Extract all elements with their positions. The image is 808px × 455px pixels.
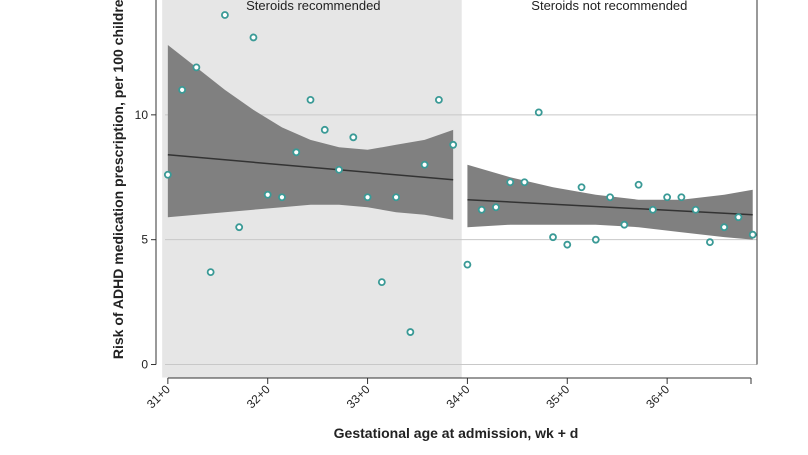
- fit-line: [167, 154, 454, 181]
- y-tick-label: 0: [141, 358, 148, 372]
- x-tick-label: 36+0: [643, 382, 672, 411]
- data-point: [534, 108, 543, 117]
- confidence-band: [167, 44, 454, 220]
- x-axis-title: Gestational age at admission, wk + d: [334, 425, 579, 441]
- fit-line-layer: [167, 154, 753, 216]
- data-point: [221, 11, 229, 19]
- data-point: [463, 260, 472, 269]
- data-point: [634, 180, 643, 189]
- data-point: [392, 193, 400, 202]
- data-point: [163, 170, 172, 179]
- data-point: [320, 125, 329, 134]
- data-point: [663, 193, 672, 202]
- data-point: [648, 205, 657, 214]
- data-point: [549, 233, 557, 242]
- data-point: [235, 223, 244, 232]
- data-point: [406, 328, 415, 336]
- x-tick-label: 35+0: [543, 382, 572, 411]
- region-label: Steroids not recommended: [531, 0, 687, 13]
- data-point: [506, 178, 515, 187]
- x-tick-label: 32+0: [244, 382, 273, 411]
- axes-layer: [151, 0, 758, 384]
- data-point: [734, 213, 743, 222]
- data-point: [206, 268, 215, 277]
- data-point: [577, 183, 586, 192]
- y-tick-label: 5: [141, 233, 148, 247]
- x-tick-label: 31+0: [144, 382, 173, 411]
- data-point: [477, 205, 486, 214]
- data-point: [263, 190, 272, 199]
- data-point: [363, 193, 372, 202]
- data-point: [178, 85, 187, 94]
- x-tick-label: 33+0: [344, 382, 373, 411]
- data-point: [449, 140, 458, 149]
- data-point: [420, 160, 429, 169]
- data-point: [292, 148, 301, 157]
- data-point: [492, 203, 500, 212]
- x-tick-label: 34+0: [444, 382, 473, 411]
- y-axis-title: Risk of ADHD medication prescription, pe…: [110, 0, 126, 359]
- data-point: [620, 220, 629, 229]
- data-point: [720, 223, 729, 232]
- data-point: [349, 133, 358, 142]
- data-point: [748, 230, 757, 239]
- text-layer: Steroids recommended Steroids not recomme…: [110, 0, 687, 441]
- data-point: [677, 193, 686, 202]
- data-point: [591, 235, 600, 244]
- data-point: [335, 165, 343, 174]
- data-point: [563, 240, 572, 249]
- data-point: [278, 193, 286, 202]
- y-tick-label: 10: [135, 108, 149, 122]
- confidence-band: [467, 164, 753, 240]
- fit-line: [467, 198, 753, 216]
- region-label: Steroids recommended: [246, 0, 380, 13]
- data-point: [691, 205, 700, 214]
- data-point: [706, 238, 714, 247]
- data-point: [434, 95, 443, 104]
- confidence-band-layer: [167, 44, 753, 240]
- gridline-layer: [165, 114, 757, 366]
- data-point: [306, 95, 315, 104]
- data-point-layer: [163, 11, 757, 336]
- data-point: [249, 33, 258, 42]
- data-point: [192, 63, 201, 72]
- data-point: [606, 193, 614, 202]
- data-point: [377, 278, 386, 287]
- data-point: [520, 178, 529, 187]
